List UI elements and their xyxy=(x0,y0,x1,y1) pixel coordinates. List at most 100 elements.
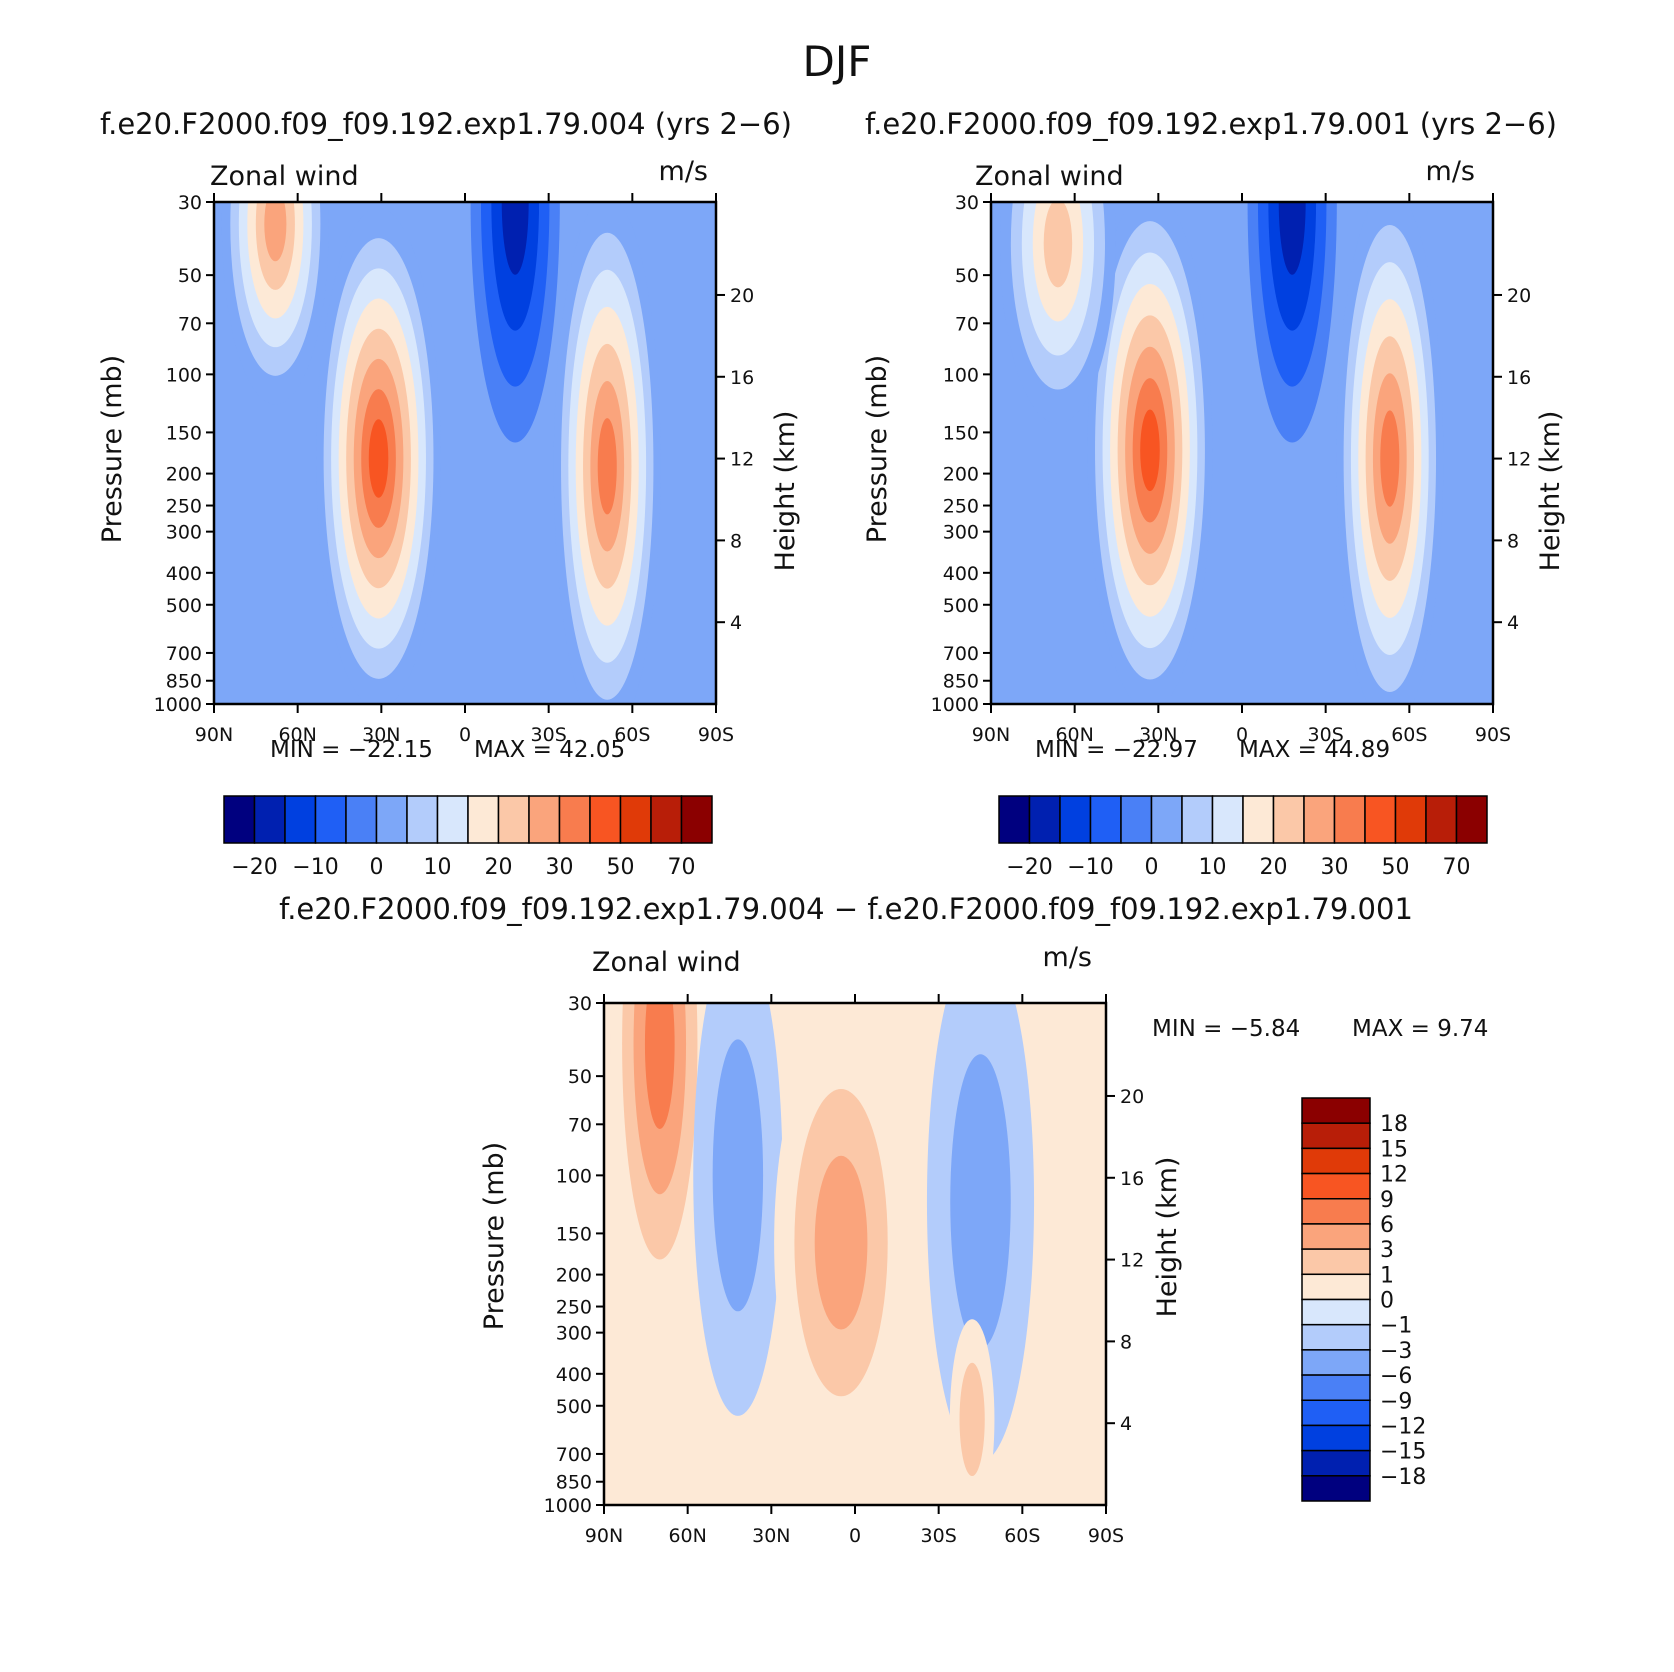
panel-a-variable-label: Zonal wind xyxy=(210,161,359,192)
panel-a-ytick-label-50: 50 xyxy=(178,265,202,287)
panel-a-cb-label-2: 0 xyxy=(370,855,384,880)
panel-diff-cb-box-5 xyxy=(1301,1223,1371,1250)
panel-diff-ytick-label-300: 300 xyxy=(556,1323,592,1345)
panel-a-title: f.e20.F2000.f09_f09.192.exp1.79.004 (yrs… xyxy=(100,107,792,141)
panel-b-cb-label-5: 30 xyxy=(1321,855,1349,880)
panel-a-jet-1-contour-6 xyxy=(597,418,617,515)
panel-difference: f.e20.F2000.f09_f09.192.exp1.79.004 − f.… xyxy=(279,892,1488,1547)
panel-b-xtick-label-5: 60S xyxy=(1391,724,1427,746)
panel-diff-units-label: m/s xyxy=(1043,942,1092,973)
panel-a-htick-label-20: 20 xyxy=(730,285,754,307)
panel-diff-cb-box-0 xyxy=(1301,1097,1371,1124)
panel-diff-jet-1-contour-1 xyxy=(712,1039,764,1312)
panel-top-left: f.e20.F2000.f09_f09.192.exp1.79.004 (yrs… xyxy=(97,107,801,880)
panel-a-ytick-label-100: 100 xyxy=(166,364,202,386)
panel-a-ytick-label-850: 850 xyxy=(166,671,202,693)
panel-b-cb-box-8 xyxy=(1242,795,1275,844)
panel-b-ylabel: Pressure (mb) xyxy=(862,355,893,543)
panel-b-cb-box-12 xyxy=(1364,795,1397,844)
panel-diff-max-label: MAX = 9.74 xyxy=(1352,1016,1488,1042)
panel-diff-htick-label-12: 12 xyxy=(1120,1250,1144,1272)
panel-diff-cb-box-12 xyxy=(1301,1399,1371,1427)
panel-diff-xtick-label-0: 90N xyxy=(585,1525,623,1547)
panel-b-ytick-label-50: 50 xyxy=(955,265,979,287)
panel-diff-ytick-label-700: 700 xyxy=(556,1444,592,1466)
panel-a-cb-box-2 xyxy=(284,795,317,844)
panel-diff-cb-box-11 xyxy=(1301,1374,1371,1401)
panel-diff-ytick-label-150: 150 xyxy=(556,1223,592,1245)
panel-b-variable-label: Zonal wind xyxy=(975,161,1124,192)
panel-b-ytick-label-300: 300 xyxy=(943,522,979,544)
panel-b-xtick-label-6: 90S xyxy=(1475,724,1511,746)
panel-diff-xtick-label-2: 30N xyxy=(752,1525,790,1547)
panel-a-ylabel: Pressure (mb) xyxy=(97,355,128,543)
panel-diff-cb-label-10: −6 xyxy=(1380,1364,1412,1389)
panel-b-cb-box-6 xyxy=(1181,795,1214,844)
panel-b-ytick-label-1000: 1000 xyxy=(931,694,979,716)
panel-a-xtick-label-4: 30S xyxy=(531,724,567,746)
panel-a-cb-box-9 xyxy=(497,795,530,844)
panel-b-ytick-label-70: 70 xyxy=(955,313,979,335)
panel-a-cb-box-14 xyxy=(650,795,683,844)
panel-b-ytick-label-500: 500 xyxy=(943,595,979,617)
panel-a-cb-box-8 xyxy=(467,795,500,844)
panel-diff-xtick-label-4: 30S xyxy=(921,1525,957,1547)
panel-diff-ytick-label-30: 30 xyxy=(568,993,592,1015)
panel-a-cb-box-3 xyxy=(314,795,347,844)
panel-diff-xtick-label-6: 90S xyxy=(1088,1525,1124,1547)
panel-b-cb-box-1 xyxy=(1028,795,1061,844)
panel-a-cb-box-5 xyxy=(375,795,408,844)
panel-a-ytick-label-300: 300 xyxy=(166,522,202,544)
panel-a-xtick-label-2: 30N xyxy=(362,724,400,746)
panel-diff-ylabel-right: Height (km) xyxy=(1152,1157,1183,1318)
panel-diff-ytick-label-70: 70 xyxy=(568,1114,592,1136)
panel-b-jet-2-contour-4 xyxy=(1043,202,1073,288)
panel-b-htick-label-12: 12 xyxy=(1507,449,1531,471)
panel-b-cb-box-7 xyxy=(1211,795,1244,844)
panel-b-cb-box-14 xyxy=(1425,795,1458,844)
panel-b-jet-1-contour-6 xyxy=(1380,410,1400,507)
panel-diff-ylabel: Pressure (mb) xyxy=(479,1142,510,1330)
panel-b-colorbar: −20 −10 0 10 20 30 50 70 xyxy=(998,795,1488,880)
panel-a-ytick-label-70: 70 xyxy=(178,313,202,335)
panel-a-cb-box-12 xyxy=(589,795,622,844)
panel-b-cb-box-4 xyxy=(1120,795,1153,844)
panel-a-cb-label-5: 30 xyxy=(546,855,574,880)
panel-diff-cb-box-13 xyxy=(1301,1424,1371,1452)
panel-a-htick-label-8: 8 xyxy=(730,530,742,552)
panel-diff-htick-label-4: 4 xyxy=(1120,1413,1132,1435)
panel-b-cb-box-10 xyxy=(1303,795,1336,844)
panel-a-units-label: m/s xyxy=(659,156,708,187)
panel-a-ytick-label-150: 150 xyxy=(166,422,202,444)
panel-a-ytick-label-700: 700 xyxy=(166,643,202,665)
panel-diff-jet-2-contour-2 xyxy=(814,1155,868,1330)
panel-diff-title: f.e20.F2000.f09_f09.192.exp1.79.004 − f.… xyxy=(279,892,1413,926)
panel-diff-cb-box-3 xyxy=(1301,1172,1371,1200)
panel-a-cb-label-0: −20 xyxy=(231,855,277,880)
panel-diff-xtick-label-3: 0 xyxy=(849,1525,861,1547)
panel-b-cb-box-5 xyxy=(1150,795,1183,844)
panel-diff-ytick-label-250: 250 xyxy=(556,1297,592,1319)
panel-diff-jet-4-contour-1 xyxy=(959,1362,985,1477)
panel-diff-ytick-label-200: 200 xyxy=(556,1265,592,1287)
panel-diff-cb-box-2 xyxy=(1301,1147,1371,1175)
panel-b-cb-box-0 xyxy=(998,795,1031,844)
panel-diff-min-label: MIN = −5.84 xyxy=(1152,1016,1300,1042)
panel-diff-cb-label-14: −18 xyxy=(1380,1465,1426,1490)
panel-diff-ytick-label-50: 50 xyxy=(568,1066,592,1088)
panel-diff-ytick-label-1000: 1000 xyxy=(544,1495,592,1517)
panel-diff-htick-label-8: 8 xyxy=(1120,1331,1132,1353)
panel-a-colorbar: −20 −10 0 10 20 30 50 70 xyxy=(223,795,713,880)
panel-diff-cb-box-1 xyxy=(1301,1122,1371,1150)
panel-b-max-label: MAX = 44.89 xyxy=(1239,737,1390,763)
panel-diff-jet-0-contour-3 xyxy=(644,1003,675,1129)
panel-a-cb-label-3: 10 xyxy=(424,855,452,880)
panel-diff-cb-box-10 xyxy=(1301,1349,1371,1376)
panel-b-cb-box-15 xyxy=(1455,795,1488,844)
panel-diff-cb-label-1: 15 xyxy=(1380,1137,1408,1162)
panel-b-cb-box-3 xyxy=(1089,795,1122,844)
